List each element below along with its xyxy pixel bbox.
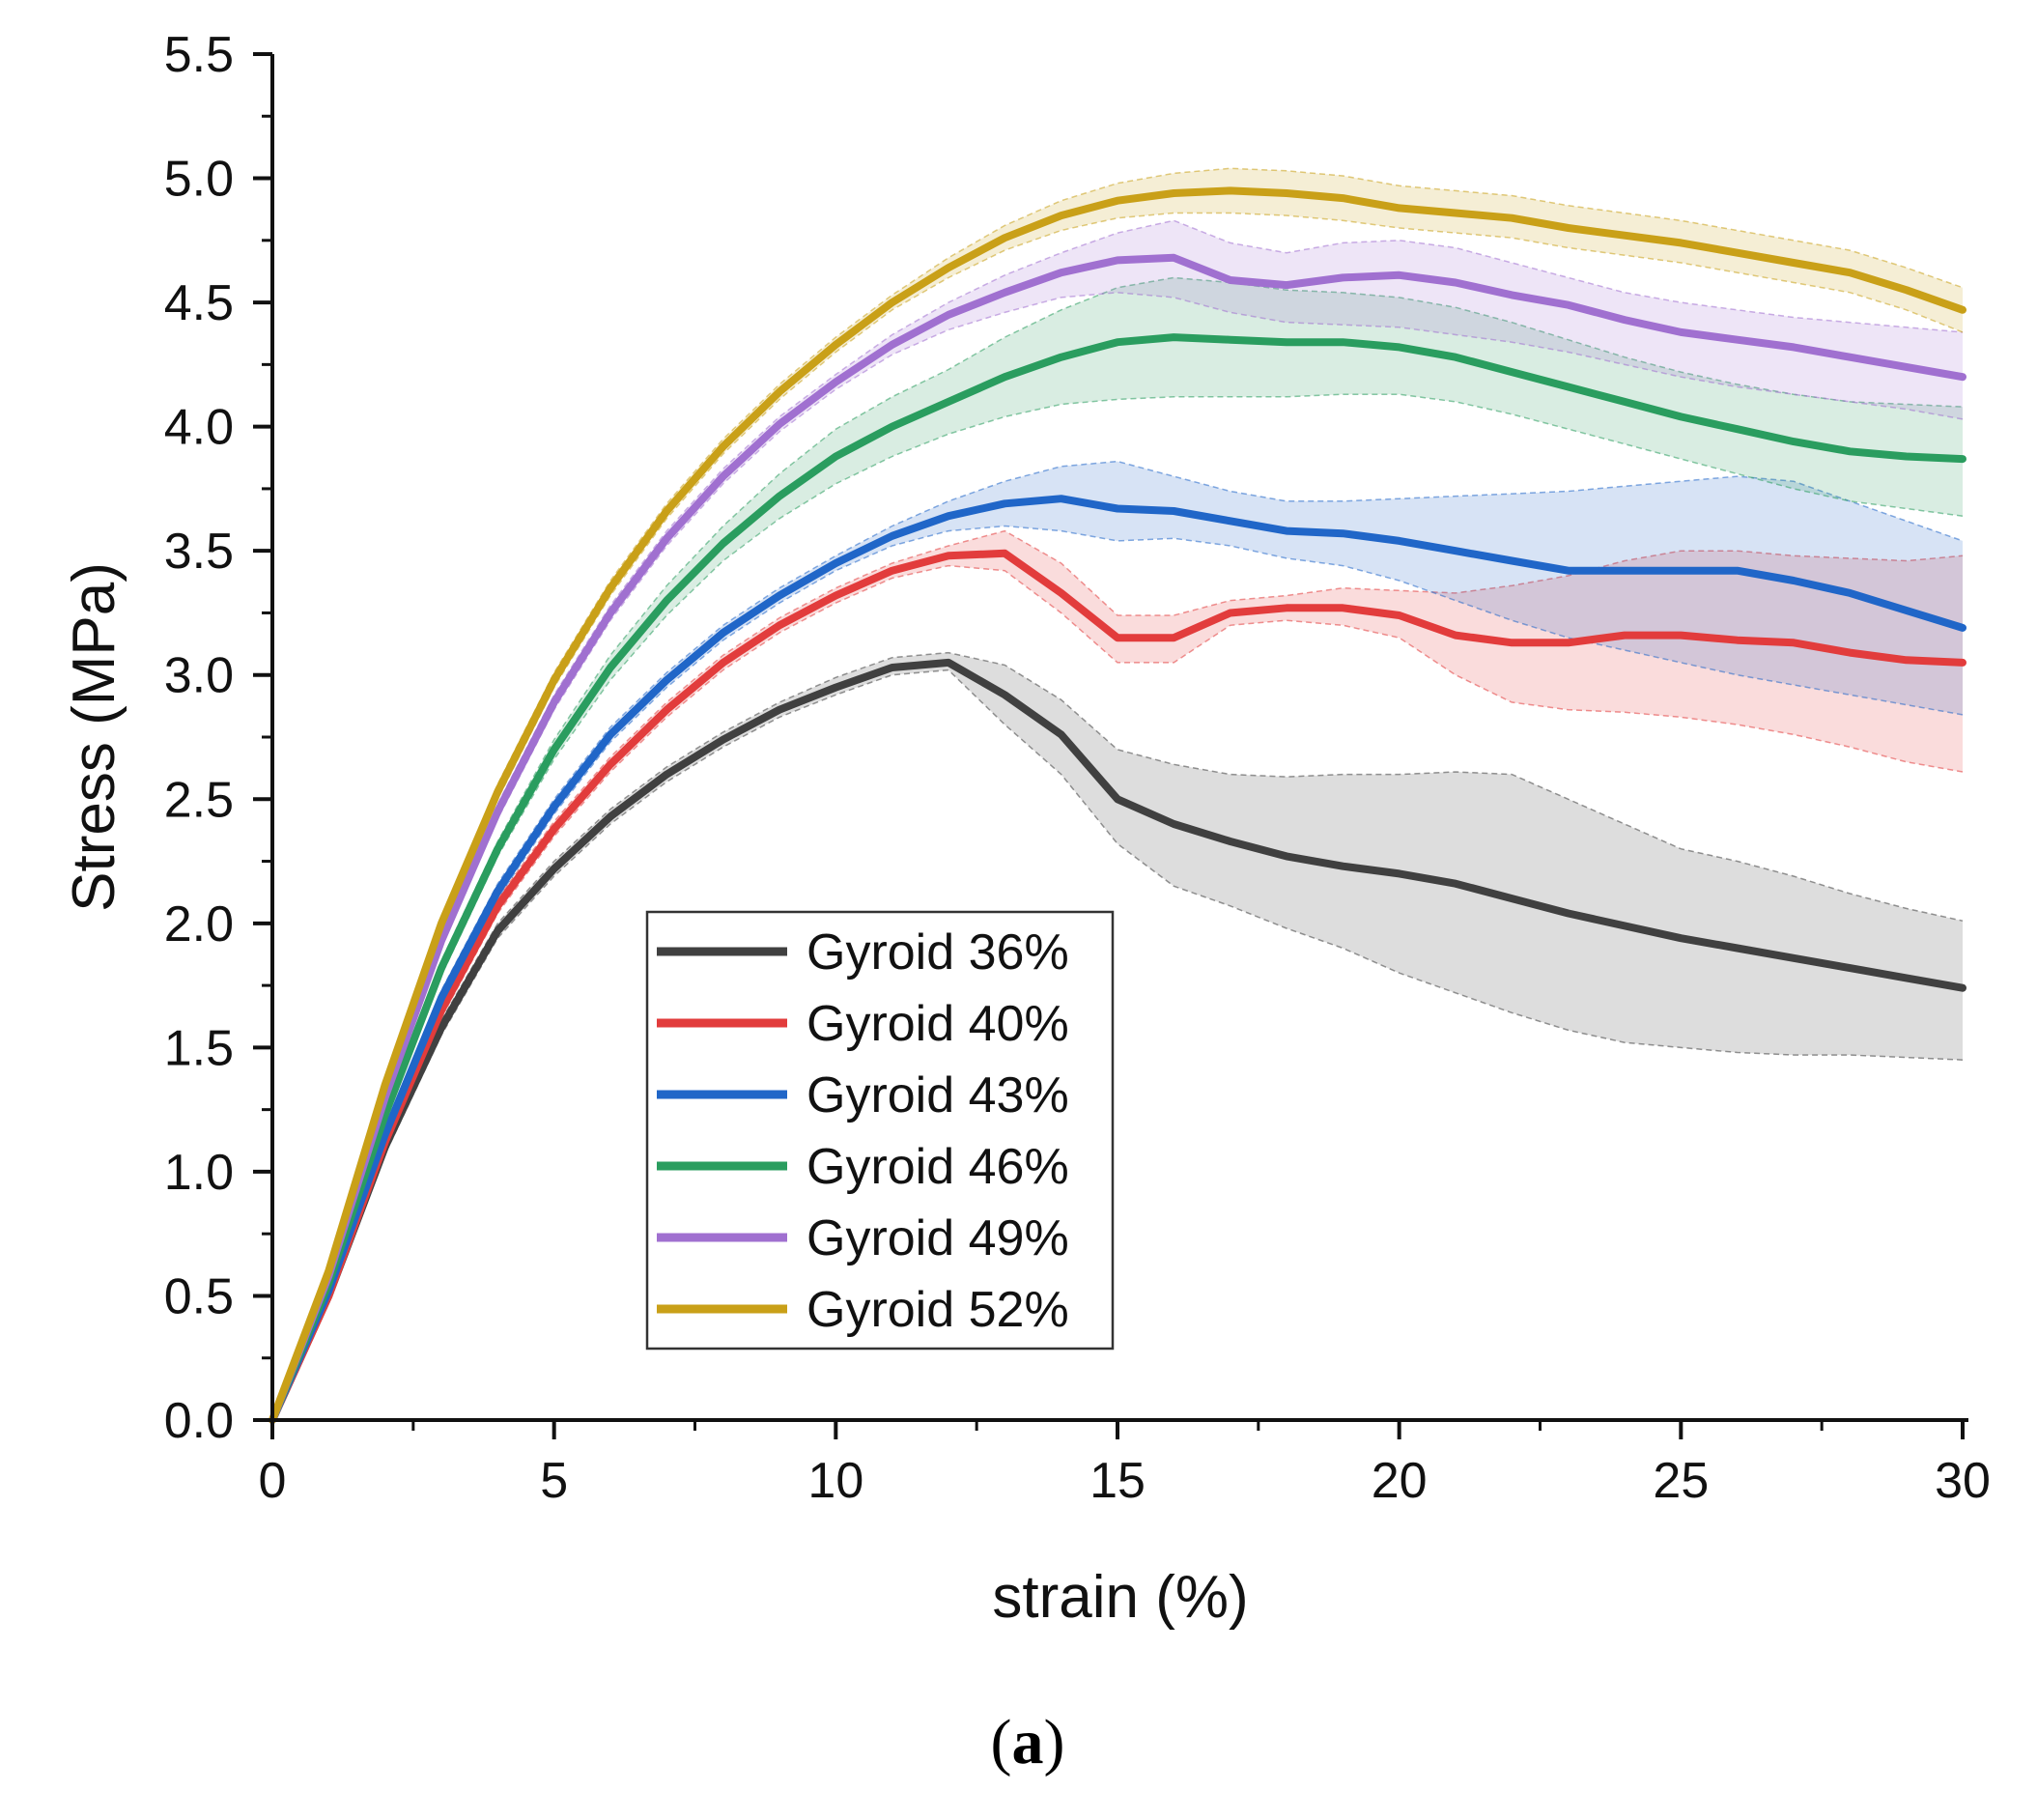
gyroid-52-line bbox=[269, 186, 1966, 1424]
panel-label-open: ( bbox=[991, 1707, 1012, 1777]
gyroid-43-band bbox=[272, 461, 1963, 1421]
gyroid-46-band bbox=[272, 277, 1963, 1420]
panel-label-close: ) bbox=[1044, 1707, 1065, 1777]
legend-box bbox=[645, 910, 1115, 1351]
gyroid-36-band-lower bbox=[271, 668, 1964, 1421]
y-tick-label: 4.0 bbox=[164, 400, 234, 456]
legend: Gyroid 36% Gyroid 40% Gyroid 43% Gyroid 46%… bbox=[645, 910, 1115, 1351]
legend-label-gyroid-49: Gyroid 49% bbox=[806, 1210, 1069, 1266]
legend-label-gyroid-36: Gyroid 36% bbox=[806, 924, 1069, 981]
y-tick-label: 4.5 bbox=[164, 275, 234, 331]
gyroid-49-line bbox=[269, 253, 1966, 1424]
y-tick-label: 1.5 bbox=[164, 1020, 234, 1076]
gyroid-36-line bbox=[269, 658, 1966, 1424]
x-tick-label: 5 bbox=[540, 1453, 568, 1509]
x-tick-label: 30 bbox=[1935, 1453, 1991, 1509]
y-axis-title: Stress (MPa) bbox=[61, 562, 127, 912]
y-tick-label: 1.0 bbox=[164, 1145, 234, 1201]
gyroid-40-band-upper bbox=[271, 529, 1964, 1421]
x-tick-label: 0 bbox=[259, 1453, 287, 1509]
y-tick-label: 2.0 bbox=[164, 896, 234, 953]
y-tick-label: 0.5 bbox=[164, 1268, 234, 1324]
gyroid-49-band bbox=[272, 220, 1963, 1420]
gyroid-46-band-upper bbox=[271, 276, 1964, 1421]
gyroid-43-line bbox=[269, 495, 1966, 1424]
legend-label-gyroid-52: Gyroid 52% bbox=[806, 1282, 1069, 1338]
y-tick-label: 5.0 bbox=[164, 152, 234, 208]
gyroid-36-band-upper bbox=[271, 651, 1964, 1421]
y-ticks: 0.0 0.5 1.0 1.5 2.0 2.5 3.0 3.5 4.0 4.5 5.0 5.5 bbox=[164, 27, 272, 1449]
x-tick-label: 20 bbox=[1372, 1453, 1428, 1509]
panel-label-letter: a bbox=[1012, 1707, 1044, 1777]
gyroid-46-line bbox=[269, 333, 1966, 1424]
y-tick-label: 0.0 bbox=[164, 1393, 234, 1449]
legend-label-gyroid-43: Gyroid 43% bbox=[806, 1067, 1069, 1123]
gyroid-40-band bbox=[272, 530, 1963, 1420]
axes: 0.0 0.5 1.0 1.5 2.0 2.5 3.0 3.5 4.0 4.5 5.0 5.5 0 5 1… bbox=[164, 27, 1991, 1509]
gyroid-40-line bbox=[269, 549, 1966, 1424]
y-tick-label: 5.5 bbox=[164, 27, 234, 83]
panel-label: (a) bbox=[991, 1707, 1065, 1777]
gyroid-49-band-upper bbox=[271, 219, 1964, 1421]
y-tick-label: 2.5 bbox=[164, 772, 234, 828]
x-ticks: 0 5 10 15 20 25 30 bbox=[259, 1420, 1991, 1509]
x-tick-label: 15 bbox=[1089, 1453, 1146, 1509]
gyroid-40-band-lower bbox=[271, 564, 1964, 1421]
y-tick-label: 3.5 bbox=[164, 524, 234, 580]
y-tick-label: 3.0 bbox=[164, 648, 234, 704]
x-tick-label: 10 bbox=[807, 1453, 863, 1509]
legend-label-gyroid-40: Gyroid 40% bbox=[806, 996, 1069, 1052]
series-lines bbox=[269, 186, 1966, 1424]
x-tick-label: 25 bbox=[1653, 1453, 1709, 1509]
legend-label-gyroid-46: Gyroid 46% bbox=[806, 1139, 1069, 1195]
gyroid-36-band bbox=[272, 652, 1963, 1420]
x-axis-title: strain (%) bbox=[992, 1564, 1248, 1631]
